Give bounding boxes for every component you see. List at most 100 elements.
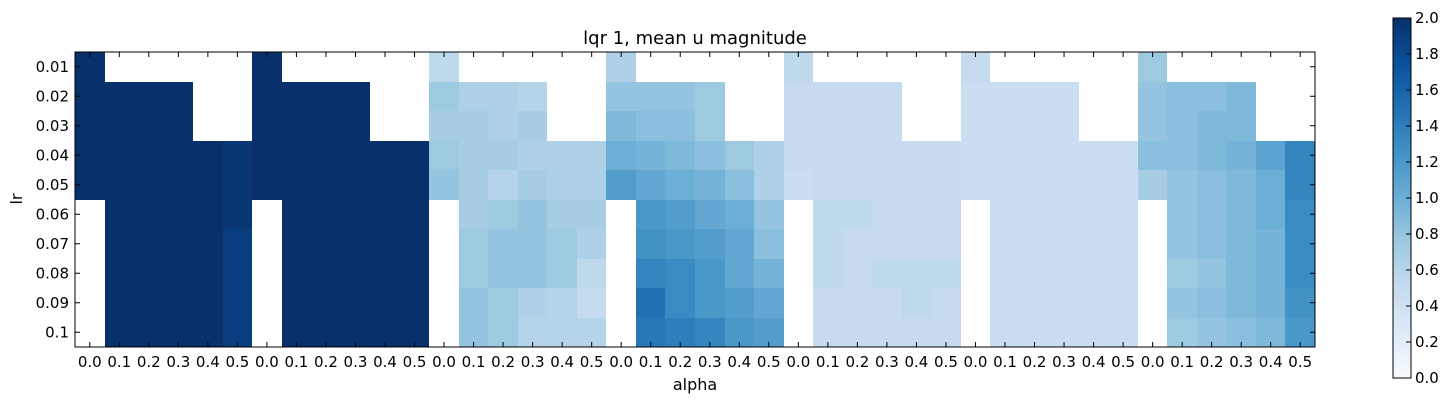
heatmap-cell bbox=[1079, 259, 1108, 288]
colorbar-tick-label: 0.6 bbox=[1415, 261, 1439, 279]
heatmap-cell bbox=[1167, 82, 1197, 111]
heatmap-cell bbox=[1049, 288, 1079, 318]
heatmap-cell bbox=[1049, 111, 1079, 141]
heatmap-cell bbox=[754, 141, 784, 170]
heatmap-cell bbox=[606, 111, 636, 141]
heatmap-cell bbox=[784, 229, 813, 259]
heatmap-cell bbox=[695, 229, 725, 259]
heatmap-cell bbox=[1079, 229, 1108, 259]
heatmap-cell bbox=[961, 111, 990, 141]
heatmap-cell bbox=[488, 200, 518, 229]
heatmap-cell bbox=[902, 288, 931, 318]
heatmap-cell bbox=[252, 141, 282, 170]
heatmap-cell bbox=[164, 288, 193, 318]
heatmap-cell bbox=[1226, 141, 1256, 170]
heatmap-cell bbox=[931, 170, 961, 200]
heatmap-cell bbox=[1079, 200, 1108, 229]
heatmap-cell bbox=[665, 170, 695, 200]
heatmap-cell bbox=[606, 170, 636, 200]
heatmap-cell bbox=[843, 259, 872, 288]
heatmap-cell bbox=[931, 259, 961, 288]
heatmap-cell bbox=[577, 288, 606, 318]
heatmap-cell bbox=[695, 288, 725, 318]
y-tick-label: 0.1 bbox=[45, 323, 69, 341]
heatmap-cell bbox=[429, 170, 459, 200]
heatmap-cell bbox=[370, 170, 400, 200]
plot-frame bbox=[74, 51, 1316, 348]
colorbar-tick-label: 0.0 bbox=[1415, 369, 1439, 387]
heatmap-cell bbox=[164, 82, 193, 111]
heatmap-cell bbox=[488, 259, 518, 288]
heatmap-cell bbox=[725, 82, 754, 111]
heatmap-cell bbox=[1197, 170, 1226, 200]
heatmap-cell bbox=[1049, 259, 1079, 288]
y-tick-label: 0.05 bbox=[36, 176, 69, 194]
x-tick-label: 0.5 bbox=[934, 353, 958, 371]
heatmap-cell bbox=[725, 170, 754, 200]
heatmap-cell bbox=[1108, 200, 1138, 229]
heatmap-cell bbox=[754, 288, 784, 318]
heatmap-cell bbox=[400, 170, 429, 200]
heatmap-cell bbox=[193, 288, 223, 318]
heatmap-cell bbox=[665, 200, 695, 229]
heatmap-cell bbox=[872, 82, 902, 111]
heatmap-cell bbox=[990, 288, 1020, 318]
x-tick-label: 0.5 bbox=[580, 353, 604, 371]
heatmap-cell bbox=[370, 141, 400, 170]
heatmap-cell bbox=[1197, 111, 1226, 141]
heatmap-cell bbox=[252, 229, 282, 259]
heatmap-cell bbox=[754, 229, 784, 259]
heatmap-cell bbox=[1167, 170, 1197, 200]
heatmap-cell bbox=[370, 229, 400, 259]
heatmap-cell bbox=[1138, 82, 1167, 111]
colorbar-tick-label: 1.2 bbox=[1415, 153, 1439, 171]
heatmap-cell bbox=[813, 111, 843, 141]
heatmap-cell bbox=[488, 141, 518, 170]
heatmap-cell bbox=[784, 259, 813, 288]
heatmap-cell bbox=[577, 170, 606, 200]
y-axis-label: lr bbox=[7, 193, 26, 204]
heatmap-cell bbox=[843, 288, 872, 318]
heatmap-cell bbox=[1079, 111, 1108, 141]
heatmap-cell bbox=[902, 170, 931, 200]
heatmap-cell bbox=[1079, 82, 1108, 111]
heatmap-cell bbox=[341, 141, 370, 170]
x-tick-label: 0.2 bbox=[137, 353, 161, 371]
heatmap-cell bbox=[990, 259, 1020, 288]
y-axis: 0.01 0.02 0.03 0.04 0.05 0.06 0.07 0.08 0.09 0.1 bbox=[36, 58, 1315, 341]
heatmap-cell bbox=[843, 229, 872, 259]
heatmap-cell bbox=[193, 259, 223, 288]
heatmap-cell bbox=[695, 82, 725, 111]
heatmap-cell bbox=[547, 288, 577, 318]
heatmap-cell bbox=[1138, 229, 1167, 259]
heatmap-cell bbox=[547, 200, 577, 229]
heatmap-cell bbox=[606, 259, 636, 288]
heatmap-cell bbox=[488, 288, 518, 318]
heatmap-cell bbox=[813, 288, 843, 318]
x-tick-label: 0.1 bbox=[639, 353, 663, 371]
heatmap-cell bbox=[370, 82, 400, 111]
heatmap-cell bbox=[665, 82, 695, 111]
heatmap-cell bbox=[134, 170, 164, 200]
x-tick-label: 0.0 bbox=[609, 353, 633, 371]
heatmap-cell bbox=[1226, 259, 1256, 288]
heatmap-cell bbox=[784, 170, 813, 200]
heatmap-cell bbox=[311, 170, 341, 200]
heatmap-cell bbox=[164, 111, 193, 141]
heatmap-cell bbox=[1167, 111, 1197, 141]
heatmap-cell bbox=[518, 111, 547, 141]
heatmap-cell bbox=[665, 288, 695, 318]
colorbar-tick-label: 1.8 bbox=[1415, 45, 1439, 63]
heatmap-cell bbox=[370, 200, 400, 229]
heatmap-cell bbox=[311, 200, 341, 229]
heatmap-cell bbox=[400, 82, 429, 111]
heatmap-cell bbox=[1108, 259, 1138, 288]
heatmap-cell bbox=[813, 259, 843, 288]
heatmap-cell bbox=[577, 200, 606, 229]
heatmap-cell bbox=[1167, 259, 1197, 288]
heatmap-cell bbox=[459, 288, 488, 318]
heatmap-cell bbox=[1197, 229, 1226, 259]
heatmap-cells bbox=[75, 52, 1315, 347]
heatmap-cell bbox=[429, 259, 459, 288]
heatmap-cell bbox=[1049, 82, 1079, 111]
